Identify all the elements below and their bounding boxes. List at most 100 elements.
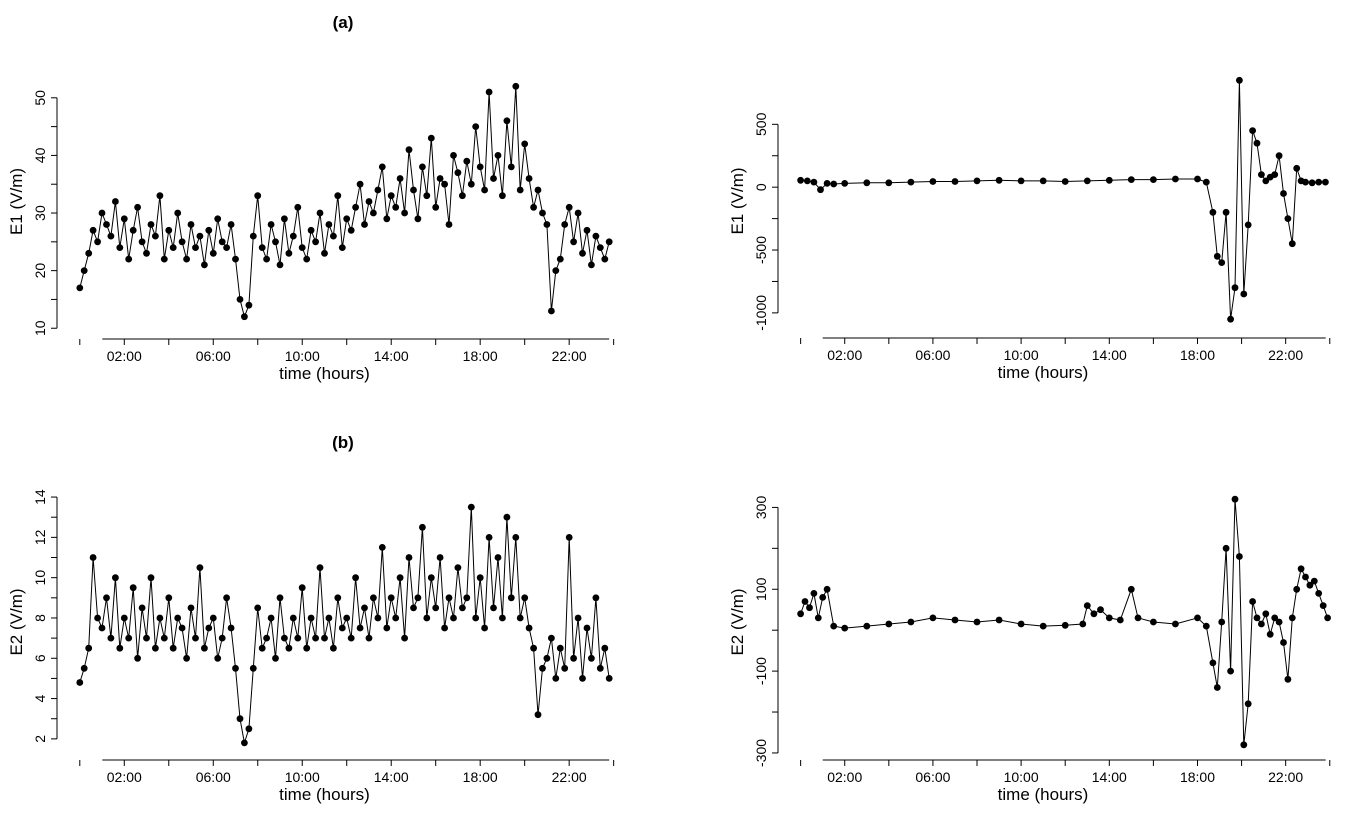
data-point: [1280, 639, 1287, 646]
data-point: [583, 624, 591, 632]
data-point: [596, 664, 604, 672]
data-point: [138, 238, 146, 246]
data-point: [1105, 176, 1113, 184]
data-point: [503, 513, 511, 521]
data-point: [1288, 240, 1296, 248]
data-point: [605, 675, 613, 682]
data-point: [436, 175, 444, 182]
data-point: [312, 634, 319, 642]
data-point: [516, 186, 524, 194]
data-point: [521, 594, 529, 602]
data-point: [374, 614, 382, 622]
data-point: [1194, 175, 1201, 183]
data-point: [1302, 573, 1309, 581]
data-point: [1202, 622, 1210, 630]
x-axis-title: time (hours): [279, 785, 370, 804]
data-point: [356, 624, 364, 632]
data-point: [405, 554, 413, 561]
x-tick-label: 18:00: [1180, 769, 1215, 785]
x-tick-label: 02:00: [107, 769, 142, 785]
data-point: [1293, 164, 1301, 172]
data-point: [539, 664, 546, 672]
data-point: [129, 226, 137, 234]
data-point: [427, 134, 435, 142]
data-point: [89, 226, 97, 234]
data-point: [343, 614, 351, 622]
data-point: [907, 618, 915, 626]
data-point: [1244, 221, 1252, 229]
data-point: [334, 192, 342, 200]
data-point: [601, 255, 609, 263]
data-point: [525, 175, 533, 182]
data-point: [797, 176, 804, 184]
data-point: [98, 624, 106, 632]
x-tick-label: 14:00: [1092, 347, 1127, 363]
data-point: [467, 180, 475, 188]
data-point: [548, 634, 555, 642]
data-point: [1275, 618, 1283, 626]
x-axis-title: time (hours): [998, 785, 1089, 804]
data-point: [441, 180, 448, 188]
data-point: [165, 226, 173, 234]
data-point: [830, 180, 838, 188]
data-point: [1222, 544, 1230, 552]
data-point: [316, 564, 324, 571]
data-point: [183, 654, 191, 662]
data-point: [218, 238, 226, 246]
data-point: [223, 244, 231, 252]
data-point: [223, 594, 231, 602]
data-point: [1310, 577, 1318, 585]
data-point: [929, 178, 937, 185]
data-point: [165, 594, 173, 602]
data-point: [530, 203, 537, 211]
data-point: [120, 215, 128, 223]
data-point: [289, 232, 297, 240]
x-tick-label: 22:00: [552, 769, 587, 785]
data-point: [307, 614, 315, 622]
data-point: [476, 163, 484, 171]
data-point: [334, 594, 342, 602]
data-point: [556, 255, 564, 263]
data-point: [387, 594, 395, 602]
data-point: [196, 564, 204, 571]
x-tick-label: 06:00: [915, 769, 950, 785]
data-point: [481, 186, 488, 194]
data-point: [147, 221, 155, 228]
data-point: [107, 634, 115, 642]
data-point: [298, 584, 306, 592]
y-tick-label: -500: [753, 236, 769, 264]
data-point: [214, 654, 222, 662]
data-point: [995, 176, 1003, 184]
data-point: [352, 574, 359, 582]
data-point: [1266, 630, 1274, 638]
x-tick-label: 06:00: [196, 769, 231, 785]
data-point: [352, 203, 359, 211]
data-point: [995, 616, 1003, 624]
data-point: [1097, 606, 1104, 614]
x-tick-label: 14:00: [374, 348, 409, 364]
data-point: [321, 249, 328, 257]
data-point: [1236, 553, 1243, 560]
data-point: [432, 203, 440, 211]
data-point: [241, 739, 248, 747]
x-tick-label: 14:00: [1092, 769, 1127, 785]
data-point: [156, 192, 164, 200]
x-tick-label: 22:00: [1268, 769, 1303, 785]
data-point: [205, 624, 213, 632]
data-point: [454, 564, 462, 571]
data-point: [467, 503, 475, 511]
series-line: [79, 86, 610, 319]
data-point: [272, 238, 279, 246]
y-tick-label: -300: [753, 739, 769, 767]
data-point: [841, 624, 849, 632]
data-point: [1308, 179, 1316, 187]
data-point: [338, 244, 346, 252]
data-point: [258, 644, 266, 652]
data-point: [1253, 139, 1261, 147]
y-axis-title: E1 (V/m): [7, 168, 26, 235]
data-point: [1322, 178, 1329, 186]
data-point: [1218, 618, 1226, 626]
data-point: [361, 604, 368, 612]
y-tick-label: 10: [32, 570, 48, 586]
data-point: [1249, 127, 1256, 134]
